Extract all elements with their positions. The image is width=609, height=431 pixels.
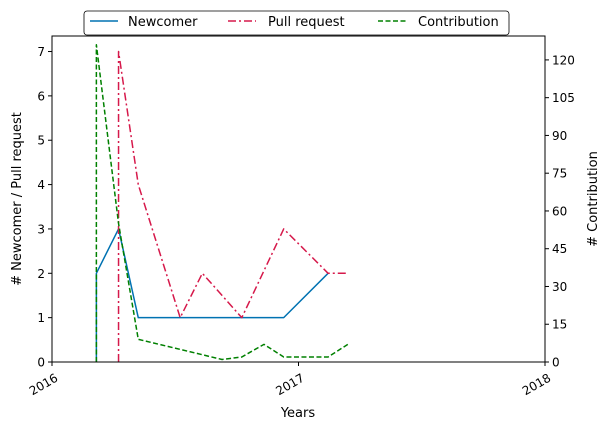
plot-lines — [95, 44, 349, 362]
y-right-tick-label: 30 — [552, 280, 567, 294]
y-left-tick-label: 3 — [37, 222, 45, 236]
y-left-tick-label: 0 — [37, 356, 45, 370]
y-right-tick-label: 0 — [552, 356, 560, 370]
legend-label-newcomer: Newcomer — [128, 15, 198, 30]
y-right-tick-label: 75 — [552, 167, 567, 181]
y-right-tick-label: 60 — [552, 204, 567, 218]
legend: Newcomer Pull request Contribution — [83, 10, 510, 36]
y-right-tick-label: 120 — [552, 53, 575, 67]
series-line-contribution — [95, 44, 349, 362]
y-axis-right-label: # Contribution — [586, 151, 601, 247]
legend-label-pull-request: Pull request — [268, 15, 345, 30]
x-tick-label: 2017 — [273, 371, 306, 398]
y-axis-left-label: # Newcomer / Pull request — [10, 112, 25, 286]
series-line-newcomer — [95, 228, 329, 362]
y-left-tick-label: 6 — [37, 89, 45, 103]
y-left-tick-label: 5 — [37, 134, 45, 148]
y-left-tick-label: 1 — [37, 311, 45, 325]
plot-frame — [51, 35, 546, 363]
y-right-tick-label: 45 — [552, 242, 567, 256]
legend-label-contribution: Contribution — [418, 15, 499, 30]
y-left-tick-label: 2 — [37, 267, 45, 281]
y-left-tick-label: 4 — [37, 178, 45, 192]
y-left-tick-label: 7 — [37, 45, 45, 59]
series-line-pull-request — [117, 50, 348, 362]
x-tick-label: 2018 — [520, 371, 553, 398]
y-right-tick-label: 15 — [552, 318, 567, 332]
x-axis-label: Years — [280, 406, 316, 421]
x-tick-label: 2016 — [27, 371, 60, 398]
y-right-tick-label: 90 — [552, 129, 567, 143]
y-right-tick-label: 105 — [552, 91, 575, 105]
legend-frame — [83, 10, 510, 36]
